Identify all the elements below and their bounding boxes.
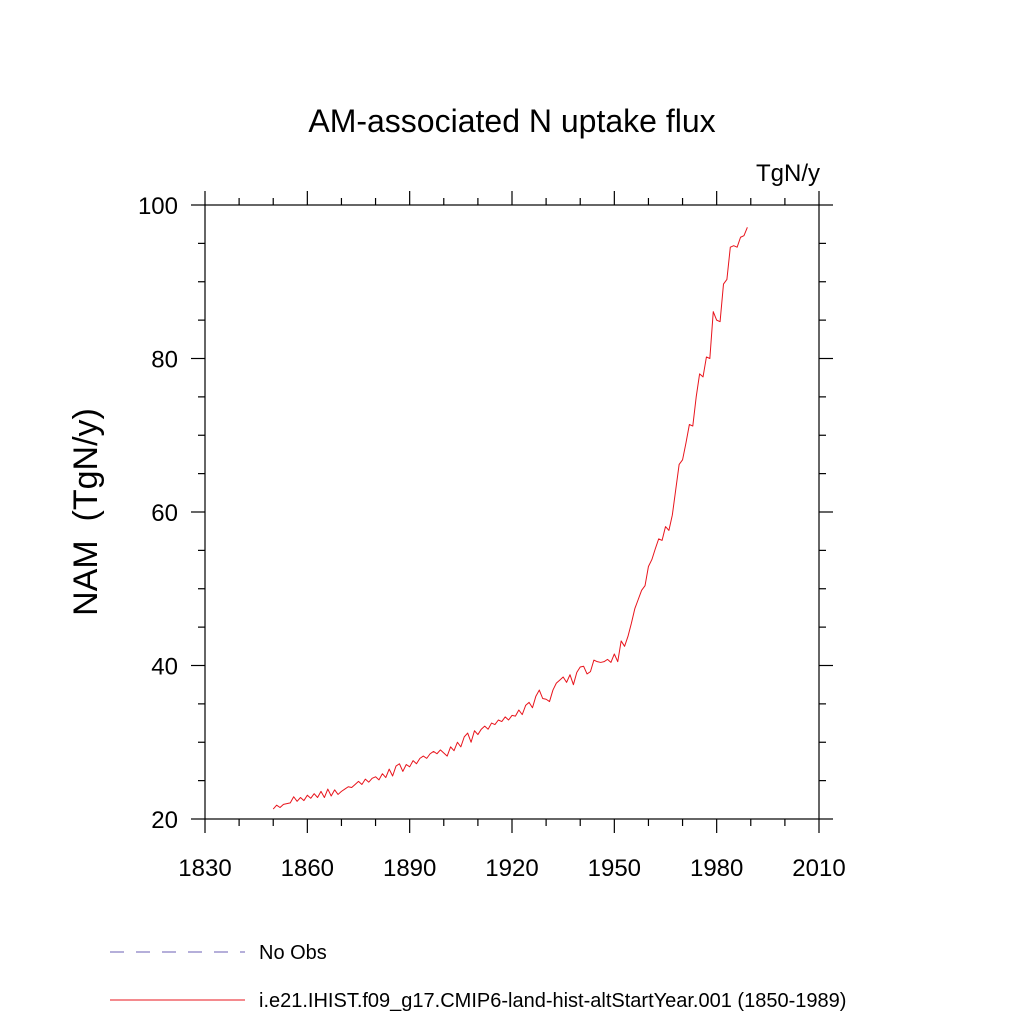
x-tick-label: 1860: [281, 855, 334, 882]
x-tick-label: 1890: [383, 855, 436, 882]
legend-label-model: i.e21.IHIST.f09_g17.CMIP6-land-hist-altS…: [259, 990, 846, 1012]
x-tick-label: 1980: [690, 855, 743, 882]
plot-frame: [204, 204, 820, 820]
y-tick-label: 40: [151, 654, 178, 681]
y-tick-label: 80: [151, 347, 178, 374]
series-line: [272, 227, 748, 810]
legend: No Obs i.e21.IHIST.f09_g17.CMIP6-land-hi…: [110, 942, 846, 1012]
y-tick-label: 100: [138, 193, 178, 220]
axis-ticks: [191, 191, 833, 833]
units-label: TgN/y: [756, 160, 820, 187]
y-tick-labels: 20 40 60 80 100: [138, 193, 178, 834]
x-tick-label: 2010: [792, 855, 845, 882]
x-tick-label: 1920: [485, 855, 538, 882]
y-tick-label: 60: [151, 500, 178, 527]
y-tick-label: 20: [151, 807, 178, 834]
series-group: [272, 227, 748, 810]
x-tick-labels: 1830 1860 1890 1920 1950 1980 2010: [178, 855, 845, 882]
x-tick-label: 1950: [588, 855, 641, 882]
legend-label-no-obs: No Obs: [259, 942, 327, 964]
chart-title: AM-associated N uptake flux: [308, 103, 715, 139]
x-tick-label: 1830: [178, 855, 231, 882]
y-axis-label: NAM (TgN/y): [67, 408, 105, 616]
